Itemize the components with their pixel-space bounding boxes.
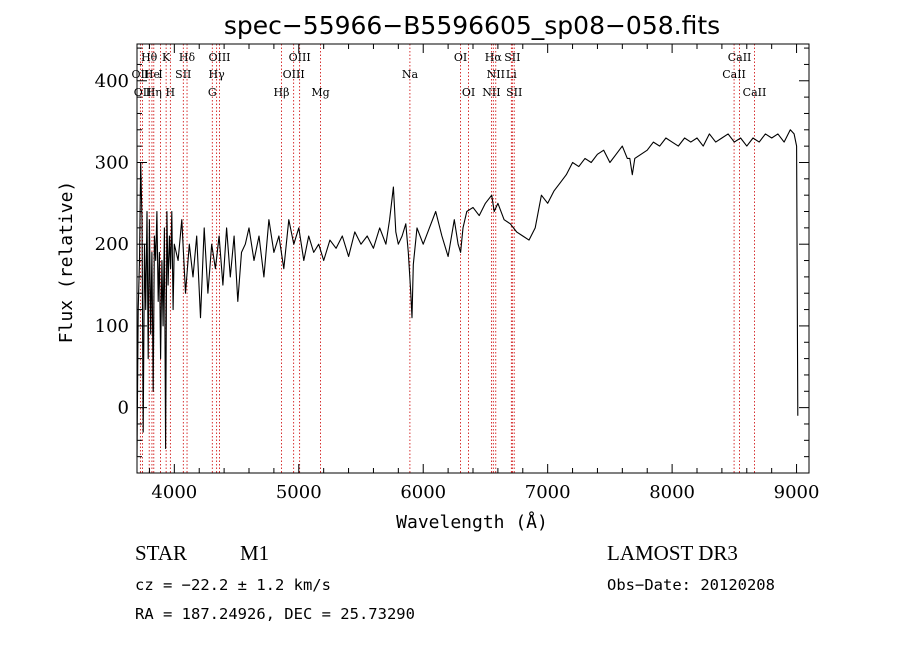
emission-line-label: Hβ (274, 86, 290, 99)
object-subclass: M1 (240, 541, 269, 565)
emission-line-label: CaII (743, 86, 767, 99)
y-tick-label: 300 (95, 152, 129, 173)
emission-line-label: Li (506, 68, 517, 81)
emission-line-label: OIII (289, 51, 311, 64)
emission-line-label: NII (487, 68, 505, 81)
emission-line-label: Hθ (141, 51, 158, 64)
redshift-velocity: cz = −22.2 ± 1.2 km/s (135, 576, 331, 594)
emission-line-label: OIII (283, 68, 305, 81)
x-tick-label: 9000 (774, 482, 820, 503)
emission-line-label: H (166, 86, 176, 99)
x-tick-label: 8000 (649, 482, 695, 503)
y-tick-label: 400 (95, 71, 129, 92)
emission-line-label: OI (454, 51, 467, 64)
x-tick-label: 4000 (151, 482, 197, 503)
emission-line-label: Hα (485, 51, 503, 64)
x-tick-label: 7000 (525, 482, 571, 503)
emission-line-label: OIII (208, 51, 230, 64)
emission-line-label: Hγ (209, 68, 226, 81)
coordinates: RA = 187.24926, DEC = 25.73290 (135, 605, 415, 623)
emission-line-label: SII (506, 86, 522, 99)
emission-line-label: CaII (722, 68, 746, 81)
x-tick-label: 5000 (276, 482, 322, 503)
emission-line-label: CaII (728, 51, 752, 64)
y-tick-label: 0 (118, 398, 129, 419)
object-class: STAR (135, 541, 187, 565)
emission-line-label: He (144, 68, 160, 81)
x-axis-label: Wavelength (Å) (396, 511, 548, 533)
survey-name: LAMOST DR3 (607, 541, 738, 565)
emission-line-label: Hδ (179, 51, 196, 64)
emission-line-label: OI (462, 86, 475, 99)
emission-line-label: G (208, 86, 217, 99)
y-tick-label: 200 (95, 234, 129, 255)
emission-line-label: OII (134, 86, 152, 99)
emission-line-label: K (162, 51, 171, 64)
emission-line-label: Mg (311, 86, 329, 99)
chart-title: spec−55966−B5596605_sp08−058.fits (224, 11, 720, 40)
emission-line-label: Hη (146, 86, 162, 99)
x-tick-label: 6000 (400, 482, 446, 503)
observation-date: Obs−Date: 20120208 (607, 576, 775, 594)
emission-line-label: SII (504, 51, 520, 64)
emission-line-label: OII (132, 68, 150, 81)
y-axis-label: Flux (relative) (56, 181, 77, 344)
emission-line-label: SII (175, 68, 191, 81)
spectrum-line (136, 129, 799, 457)
emission-line-label: I (158, 68, 162, 81)
plot-frame (136, 43, 810, 474)
y-tick-label: 100 (95, 316, 129, 337)
axis-ticks: 4000 5000 6000 7000 8000 9000 0 100 200 300 400 (95, 44, 820, 503)
emission-line-label: NII (482, 86, 500, 99)
emission-line-label: Na (402, 68, 419, 81)
